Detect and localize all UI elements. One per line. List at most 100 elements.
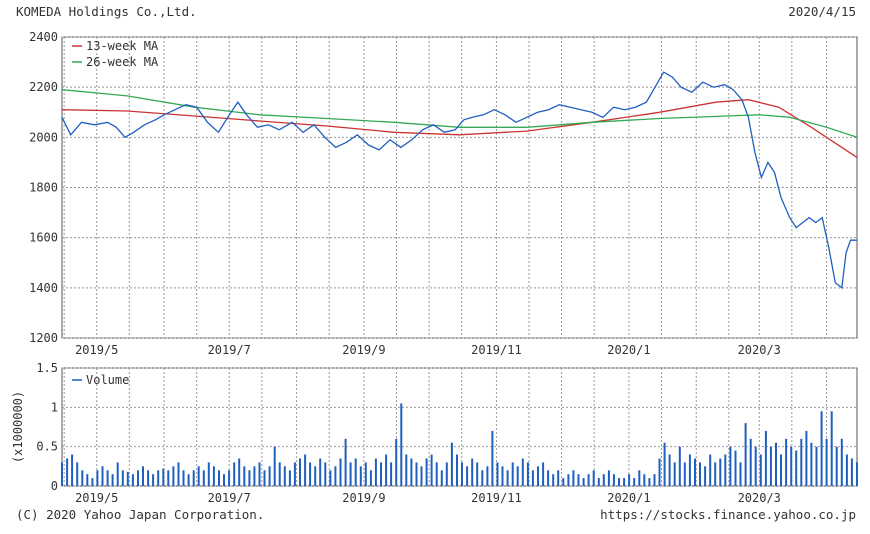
volume-bar xyxy=(425,458,428,486)
volume-bar xyxy=(187,474,190,486)
price-x-tick-label: 2019/5 xyxy=(75,343,118,357)
volume-bar xyxy=(374,458,377,486)
volume-bar xyxy=(607,470,610,486)
volume-bar xyxy=(582,478,585,486)
volume-bar xyxy=(96,470,99,486)
volume-bar xyxy=(638,470,641,486)
volume-bar xyxy=(537,466,539,486)
volume-bar xyxy=(192,470,195,486)
volume-bar xyxy=(304,454,307,486)
volume-bar xyxy=(744,423,747,486)
source-url[interactable]: https://stocks.finance.yahoo.co.jp xyxy=(600,507,856,522)
volume-bar xyxy=(435,462,438,486)
volume-bar xyxy=(268,466,271,486)
volume-bar xyxy=(314,466,317,486)
volume-bar xyxy=(704,466,707,486)
volume-bar xyxy=(790,446,793,486)
legend-entry: 13-week MA xyxy=(86,39,159,53)
volume-bar xyxy=(592,470,595,486)
volume-bar xyxy=(147,470,150,486)
volume-bar xyxy=(319,458,322,486)
volume-bar xyxy=(562,478,565,486)
price-y-tick-label: 2000 xyxy=(29,130,58,144)
volume-bar xyxy=(800,438,803,486)
volume-bar xyxy=(759,454,762,486)
volume-bar xyxy=(856,462,858,486)
volume-bar xyxy=(243,466,246,486)
volume-bar xyxy=(749,438,752,486)
volume-bar xyxy=(207,462,210,486)
volume-bar xyxy=(683,462,686,486)
volume-x-tick-label: 2019/7 xyxy=(208,491,251,505)
volume-bar xyxy=(238,458,241,486)
volume-bar xyxy=(820,411,823,486)
volume-bar xyxy=(223,474,225,486)
volume-bar xyxy=(486,466,489,486)
volume-bar xyxy=(724,454,727,486)
volume-bar xyxy=(633,478,636,486)
volume-bar xyxy=(663,442,666,486)
volume-bar xyxy=(694,458,696,486)
price-y-tick-label: 2200 xyxy=(29,80,58,94)
volume-bar xyxy=(339,458,342,486)
volume-y-axis-label: (x1000000) xyxy=(11,391,25,463)
volume-bar xyxy=(167,470,170,486)
volume-bar xyxy=(212,466,215,486)
volume-bar xyxy=(157,470,160,486)
volume-bar xyxy=(152,474,155,486)
volume-bar xyxy=(764,430,767,486)
volume-bar xyxy=(466,466,469,486)
volume-bar xyxy=(805,430,808,486)
volume-x-tick-label: 2019/9 xyxy=(342,491,385,505)
volume-bar xyxy=(349,462,352,486)
volume-bar xyxy=(754,446,757,486)
volume-bar xyxy=(410,458,413,486)
volume-bar xyxy=(511,462,514,486)
volume-y-tick-label: 1 xyxy=(51,400,58,414)
volume-bar xyxy=(81,470,84,486)
volume-bar xyxy=(653,474,656,486)
price-x-tick-label: 2020/3 xyxy=(738,343,781,357)
volume-bar xyxy=(440,470,443,486)
volume-bar xyxy=(71,454,74,486)
volume-x-tick-label: 2020/1 xyxy=(607,491,650,505)
volume-bar xyxy=(795,450,798,486)
volume-bar xyxy=(521,458,524,486)
volume-bar xyxy=(481,470,484,486)
volume-bar xyxy=(228,470,231,486)
price-x-tick-label: 2019/9 xyxy=(342,343,385,357)
volume-y-tick-label: 0.5 xyxy=(36,440,58,454)
volume-bar xyxy=(299,458,301,486)
volume-bar xyxy=(395,438,398,486)
volume-bar xyxy=(557,470,560,486)
volume-bar xyxy=(658,458,661,486)
volume-bar xyxy=(445,462,448,486)
volume-bar xyxy=(496,462,499,486)
volume-y-tick-label: 0 xyxy=(51,479,58,493)
volume-bar xyxy=(111,474,114,486)
volume-bar xyxy=(526,462,529,486)
volume-bar xyxy=(86,474,89,486)
volume-bar xyxy=(177,462,180,486)
volume-bar xyxy=(278,462,281,486)
volume-bar xyxy=(369,470,372,486)
volume-bar xyxy=(354,458,357,486)
volume-bar xyxy=(567,474,570,486)
price-y-tick-label: 1600 xyxy=(29,231,58,245)
volume-bar xyxy=(121,470,124,486)
volume-bar xyxy=(283,466,286,486)
volume-bar xyxy=(172,466,175,486)
volume-bar xyxy=(506,470,509,486)
volume-bar xyxy=(830,411,833,486)
volume-bar xyxy=(699,462,701,486)
volume-bar xyxy=(643,474,646,486)
volume-bar xyxy=(714,462,717,486)
series-line-26-week-ma xyxy=(61,89,858,138)
volume-bar xyxy=(258,462,261,486)
price-x-tick-label: 2019/7 xyxy=(208,343,251,357)
volume-bar xyxy=(106,470,109,486)
volume-bar xyxy=(648,478,651,486)
chart-date: 2020/4/15 xyxy=(788,4,856,19)
series-line-price xyxy=(61,71,857,290)
